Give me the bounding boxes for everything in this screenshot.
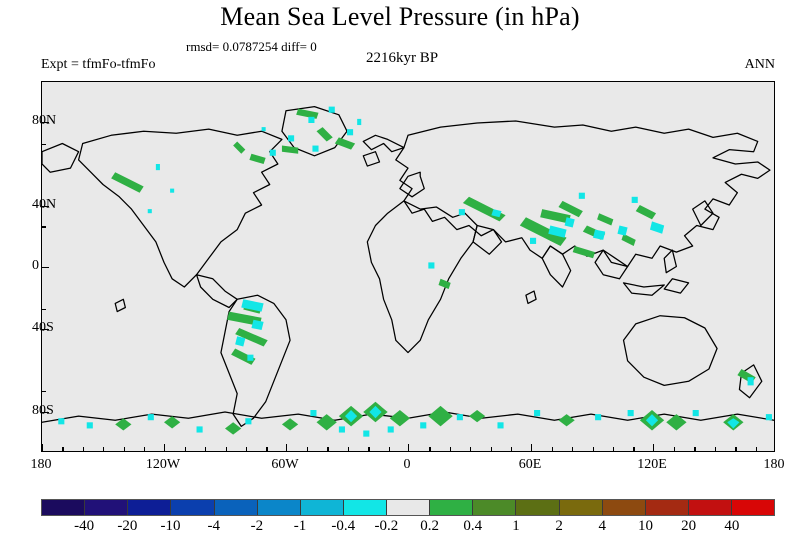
- x-tick-minor: [123, 447, 125, 451]
- colorbar-cell: [731, 500, 775, 515]
- y-tick-minor: [42, 143, 46, 146]
- experiment-label: Expt = tfmFo-tfmFo: [41, 57, 156, 72]
- colorbar-cell: [170, 500, 214, 515]
- colorbar-tick-label: 20: [681, 518, 697, 534]
- colorbar-cell: [644, 500, 688, 515]
- anomaly-patches: [58, 106, 772, 437]
- colorbar-tick-label: 2: [555, 518, 563, 534]
- x-tick-minor: [449, 447, 452, 451]
- world-map: [42, 105, 774, 437]
- colorbar-tick-label: -1: [293, 518, 307, 534]
- x-axis-label: 120E: [637, 457, 667, 472]
- x-axis-label: 180: [30, 457, 52, 472]
- x-tick-major: [653, 444, 655, 451]
- x-axis-label: 60W: [271, 457, 299, 472]
- x-tick-minor: [143, 447, 146, 451]
- rmsd-label: rmsd= 0.0787254 diff= 0: [186, 39, 317, 54]
- colorbar-cell: [515, 500, 559, 515]
- x-tick-minor: [388, 447, 390, 451]
- colorbar-tick-label: -2: [250, 518, 264, 534]
- colorbar: [41, 499, 775, 516]
- page-title: Mean Sea Level Pressure (in hPa): [220, 2, 580, 31]
- x-tick-minor: [205, 447, 207, 451]
- coastlines: [42, 105, 774, 428]
- colorbar-cell: [386, 500, 430, 515]
- y-tick-major: [42, 206, 49, 208]
- colorbar-tick-label: 4: [598, 518, 607, 534]
- colorbar-tick-label: 0.4: [463, 518, 483, 534]
- colorbar-cell: [42, 500, 85, 515]
- x-tick-major: [42, 444, 44, 451]
- colorbar-cell: [472, 500, 516, 515]
- colorbar-cell: [429, 500, 473, 515]
- x-tick-minor: [327, 447, 329, 451]
- x-tick-major: [774, 444, 775, 451]
- x-tick-minor: [714, 447, 717, 451]
- y-tick-minor: [42, 308, 46, 311]
- x-tick-minor: [551, 447, 554, 451]
- y-tick-minor: [42, 391, 46, 393]
- x-tick-minor: [307, 447, 309, 451]
- colorbar-cell: [213, 500, 257, 515]
- colorbar-tick-label: 40: [724, 518, 740, 534]
- colorbar-tick-label: -0.4: [331, 518, 356, 534]
- x-axis-label: 120W: [145, 457, 181, 472]
- x-tick-minor: [470, 447, 472, 451]
- y-tick-major: [42, 122, 49, 124]
- colorbar-ticks: -40 -20 -10 -4 -2 -1 -0.4 -0.2 0.2 0.4 1 2 4 10 20 40: [41, 518, 775, 538]
- colorbar-tick-label: 0.2: [420, 518, 439, 534]
- x-tick-minor: [82, 447, 85, 451]
- y-tick-major: [42, 329, 49, 331]
- x-tick-minor: [592, 447, 594, 451]
- colorbar-tick-label: -20: [117, 518, 138, 534]
- x-tick-major: [286, 444, 288, 451]
- x-tick-major: [164, 444, 166, 451]
- colorbar-cell: [256, 500, 300, 515]
- colorbar-cell: [84, 500, 128, 515]
- colorbar-tick-label: -40: [74, 518, 95, 534]
- x-tick-minor: [184, 447, 187, 451]
- x-tick-minor: [225, 447, 227, 451]
- x-tick-minor: [694, 447, 696, 451]
- x-tick-minor: [103, 447, 105, 451]
- colorbar-cell: [299, 500, 343, 515]
- colorbar-tick-label: 1: [512, 518, 520, 534]
- x-tick-minor: [490, 447, 492, 451]
- x-tick-minor: [510, 447, 513, 451]
- x-axis-label: 180: [763, 457, 785, 472]
- colorbar-tick-label: -4: [207, 518, 220, 534]
- y-tick-major: [42, 412, 49, 414]
- season-label: ANN: [744, 57, 775, 72]
- colorbar-tick-label: 10: [637, 518, 653, 534]
- colorbar-cell: [601, 500, 645, 515]
- x-tick-minor: [347, 447, 350, 451]
- x-tick-minor: [245, 447, 248, 451]
- x-axis-label: 60E: [518, 457, 542, 472]
- x-tick-minor: [368, 447, 370, 451]
- colorbar-cell: [342, 500, 386, 515]
- x-tick-minor: [572, 447, 574, 451]
- x-tick-minor: [429, 447, 431, 451]
- x-tick-major: [408, 444, 410, 451]
- colorbar-cell: [558, 500, 602, 515]
- map-plot-area: [41, 81, 775, 452]
- x-tick-minor: [735, 447, 737, 451]
- x-tick-minor: [674, 447, 676, 451]
- y-tick-minor: [42, 226, 46, 228]
- x-tick-minor: [633, 447, 635, 451]
- colorbar-cell: [127, 500, 171, 515]
- colorbar-cell: [687, 500, 731, 515]
- x-axis-label: 0: [403, 457, 411, 472]
- y-tick-major: [42, 267, 49, 269]
- epoch-label: 2216kyr BP: [366, 50, 439, 66]
- x-tick-minor: [755, 447, 757, 451]
- x-tick-minor: [266, 447, 268, 451]
- x-tick-minor: [62, 447, 64, 451]
- x-tick-major: [531, 444, 533, 451]
- colorbar-tick-label: -0.2: [374, 518, 399, 534]
- x-tick-minor: [612, 447, 615, 451]
- colorbar-tick-label: -10: [160, 518, 181, 534]
